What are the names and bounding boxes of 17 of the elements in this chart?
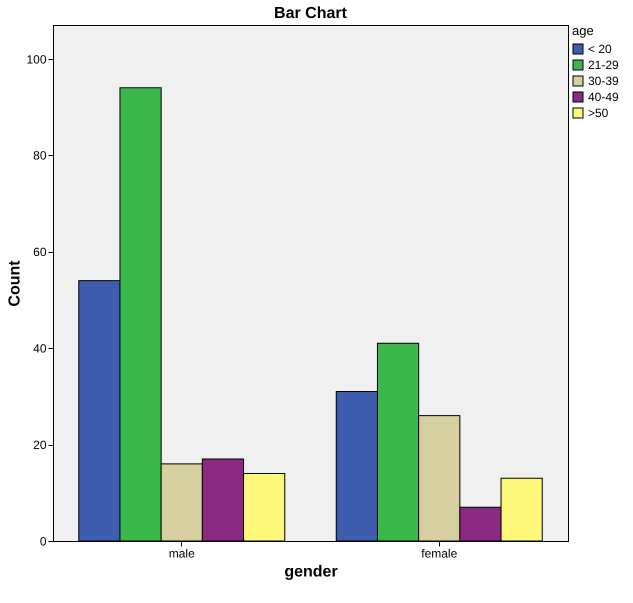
chart-title: Bar Chart xyxy=(274,5,348,22)
x-tick-label: male xyxy=(168,546,196,560)
legend-label: < 20 xyxy=(588,42,612,56)
y-tick-label: 0 xyxy=(40,534,47,548)
y-tick-label: 60 xyxy=(33,245,47,260)
x-tick-label: female xyxy=(421,546,458,560)
y-tick-label: 80 xyxy=(33,148,47,163)
x-axis-title: gender xyxy=(284,564,338,580)
legend-label: >50 xyxy=(588,106,609,120)
legend-label: 21-29 xyxy=(588,58,620,72)
y-tick-label: 100 xyxy=(26,52,47,66)
y-axis-title: Count xyxy=(6,260,24,307)
y-tick-label: 40 xyxy=(33,342,47,356)
legend-title: age xyxy=(572,23,594,38)
legend-label: 40-49 xyxy=(588,90,620,104)
legend-label: 30-39 xyxy=(588,74,620,88)
y-tick-label: 20 xyxy=(33,438,47,452)
